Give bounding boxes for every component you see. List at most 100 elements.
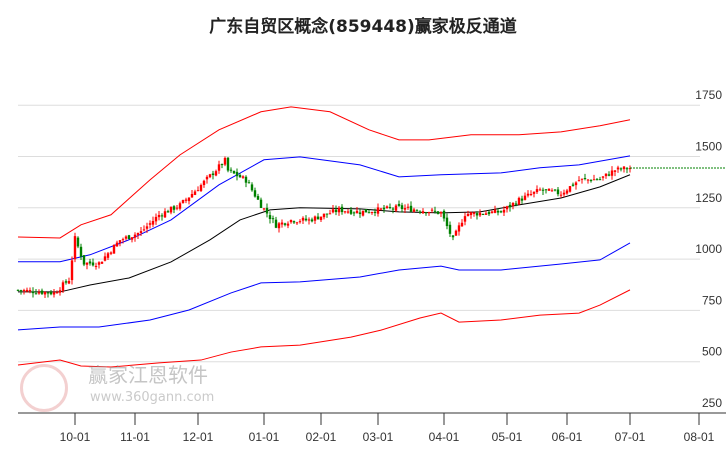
- candle-body: [166, 211, 170, 213]
- candle-body: [463, 216, 467, 222]
- candle-body: [568, 186, 572, 192]
- candle-body: [451, 235, 455, 238]
- candle-body: [181, 200, 185, 204]
- candle-body: [355, 210, 359, 214]
- candle-body: [445, 217, 449, 227]
- candle-body: [490, 211, 494, 213]
- candle-body: [316, 216, 320, 220]
- candle-body: [511, 202, 515, 206]
- candle-body: [349, 209, 353, 214]
- candle-body: [313, 216, 317, 221]
- candle-body: [619, 168, 623, 170]
- channel-line-upper-inner: [18, 155, 631, 263]
- candle-body: [16, 289, 20, 291]
- candle-body: [550, 190, 554, 192]
- candle-body: [502, 209, 506, 213]
- candle-body: [157, 214, 161, 218]
- candle-body: [409, 205, 413, 212]
- x-tick-label: 06-01: [552, 430, 583, 444]
- candle-body: [439, 212, 443, 214]
- candle-body: [625, 168, 629, 170]
- candle-body: [535, 189, 539, 193]
- candle-body: [289, 219, 293, 223]
- candle-body: [115, 242, 119, 247]
- y-tick-label: 1750: [695, 88, 722, 102]
- candle-body: [172, 206, 176, 210]
- candle-body: [583, 178, 587, 180]
- candle-body: [589, 180, 593, 182]
- candle-body: [325, 213, 329, 215]
- candle-body: [454, 230, 458, 236]
- chart-title: 广东自贸区概念(859448)赢家极反通道: [209, 17, 517, 37]
- candle-body: [142, 229, 146, 231]
- candle-body: [406, 206, 410, 208]
- candle-body: [565, 190, 569, 194]
- candle-body: [481, 214, 485, 216]
- candle-body: [151, 221, 155, 225]
- candle-body: [91, 262, 95, 266]
- candle-body: [139, 231, 143, 233]
- candle-body: [73, 236, 77, 260]
- x-tick-label: 04-01: [429, 430, 460, 444]
- candle-body: [277, 223, 281, 229]
- candle-body: [499, 211, 503, 213]
- candle-body: [487, 211, 491, 215]
- candle-body: [85, 262, 89, 265]
- candle-body: [220, 164, 224, 166]
- candle-body: [448, 224, 452, 234]
- candle-body: [343, 211, 347, 213]
- candle-body: [43, 291, 47, 295]
- candle-body: [442, 210, 446, 219]
- candle-body: [241, 176, 245, 178]
- candle-body: [472, 212, 476, 214]
- candle-body: [22, 290, 26, 292]
- candle-body: [376, 207, 380, 214]
- candle-body: [67, 280, 71, 284]
- candle-body: [382, 207, 386, 210]
- candle-body: [544, 189, 548, 191]
- candle-body: [34, 293, 38, 295]
- candle-body: [460, 222, 464, 227]
- candle-body: [217, 164, 221, 171]
- candle-body: [373, 211, 377, 214]
- candle-body: [562, 192, 566, 195]
- candle-body: [214, 171, 218, 176]
- x-tick-label: 08-01: [684, 430, 715, 444]
- candle-body: [76, 237, 80, 247]
- candle-body: [103, 256, 107, 261]
- candle-body: [520, 198, 524, 201]
- candle-body: [148, 223, 152, 225]
- candle-body: [340, 206, 344, 213]
- candle-body: [61, 282, 65, 291]
- candle-body: [205, 176, 209, 180]
- candle-body: [121, 239, 125, 241]
- candle-body: [334, 209, 338, 213]
- candle-body: [202, 180, 206, 186]
- candle-body: [547, 188, 551, 191]
- candle-body: [622, 166, 626, 170]
- candle-body: [118, 240, 122, 243]
- candle-body: [310, 219, 314, 222]
- candle-body: [271, 218, 275, 220]
- candle-body: [322, 213, 326, 218]
- candle-body: [370, 212, 374, 214]
- candle-body: [28, 290, 32, 292]
- x-tick-label: 05-01: [492, 430, 523, 444]
- candle-body: [244, 176, 248, 183]
- candle-body: [529, 193, 533, 195]
- candle-body: [526, 193, 530, 196]
- candle-body: [580, 178, 584, 180]
- candle-body: [31, 291, 35, 294]
- x-tick-label: 07-01: [615, 430, 646, 444]
- candle-body: [79, 246, 83, 257]
- candle-body: [478, 212, 482, 216]
- x-tick-label: 03-01: [363, 430, 394, 444]
- candle-body: [247, 182, 251, 184]
- x-tick-label: 12-01: [183, 430, 214, 444]
- candle-body: [586, 179, 590, 181]
- candle-body: [175, 207, 179, 209]
- candle-body: [70, 260, 74, 281]
- candle-body: [391, 208, 395, 210]
- candle-body: [259, 199, 263, 209]
- candle-body: [130, 237, 134, 240]
